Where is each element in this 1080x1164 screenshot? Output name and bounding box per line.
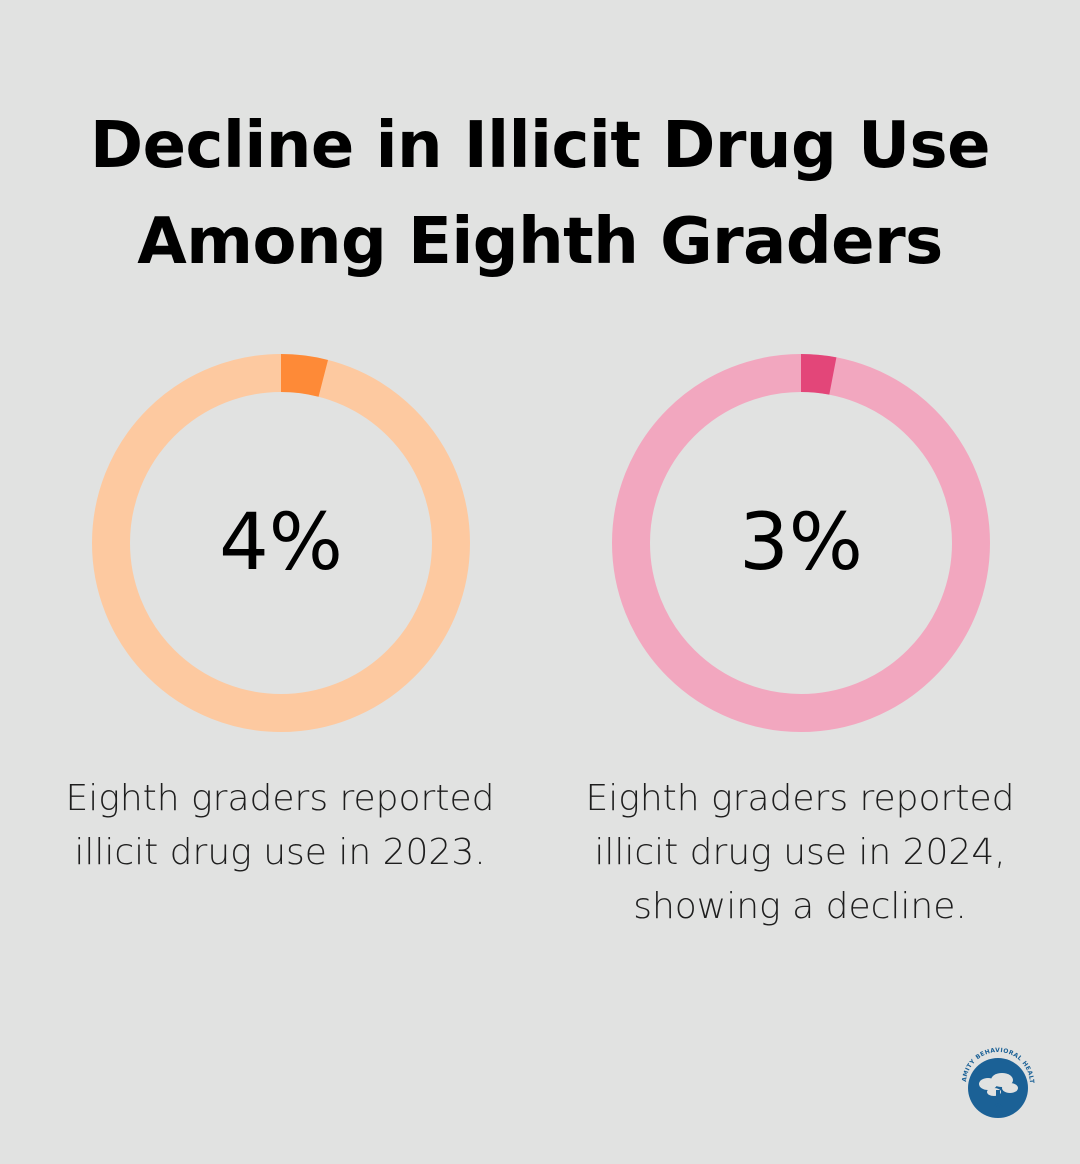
donut-svg-2024 xyxy=(612,354,990,732)
caption-2024-line-1: Eighth graders reported xyxy=(585,778,1015,819)
caption-2023-line-2: illicit drug use in 2023. xyxy=(74,832,486,873)
percentage-value-2023: 4% xyxy=(219,498,343,588)
caption-2024-line-2: illicit drug use in 2024, xyxy=(594,832,1006,873)
logo-tree-canopy xyxy=(979,1073,1018,1096)
logo-disc xyxy=(968,1058,1028,1118)
donut-chart-2024 xyxy=(612,354,990,732)
caption-2023: Eighth graders reported illicit drug use… xyxy=(40,772,520,880)
percentage-value-2024: 3% xyxy=(739,498,863,588)
donut-segment-2023 xyxy=(280,354,328,397)
donut-segment-2024 xyxy=(800,354,837,395)
donut-svg-2023 xyxy=(92,354,470,732)
donut-chart-2023 xyxy=(92,354,470,732)
chart-title-line-1: Decline in Illicit Drug Use xyxy=(89,109,991,183)
caption-2023-line-1: Eighth graders reported xyxy=(65,778,495,819)
chart-title: Decline in Illicit Drug Use Among Eighth… xyxy=(0,98,1080,290)
logo-tree-trunk xyxy=(985,1090,1011,1117)
caption-2024: Eighth graders reported illicit drug use… xyxy=(560,772,1040,934)
chart-title-line-2: Among Eighth Graders xyxy=(137,205,943,279)
tree-logo-icon: AMITY BEHAVIORAL HEALTH NETWORK xyxy=(950,1032,1035,1118)
brand-logo: AMITY BEHAVIORAL HEALTH NETWORK xyxy=(950,1032,1046,1128)
caption-2024-line-3: showing a decline. xyxy=(633,886,967,927)
